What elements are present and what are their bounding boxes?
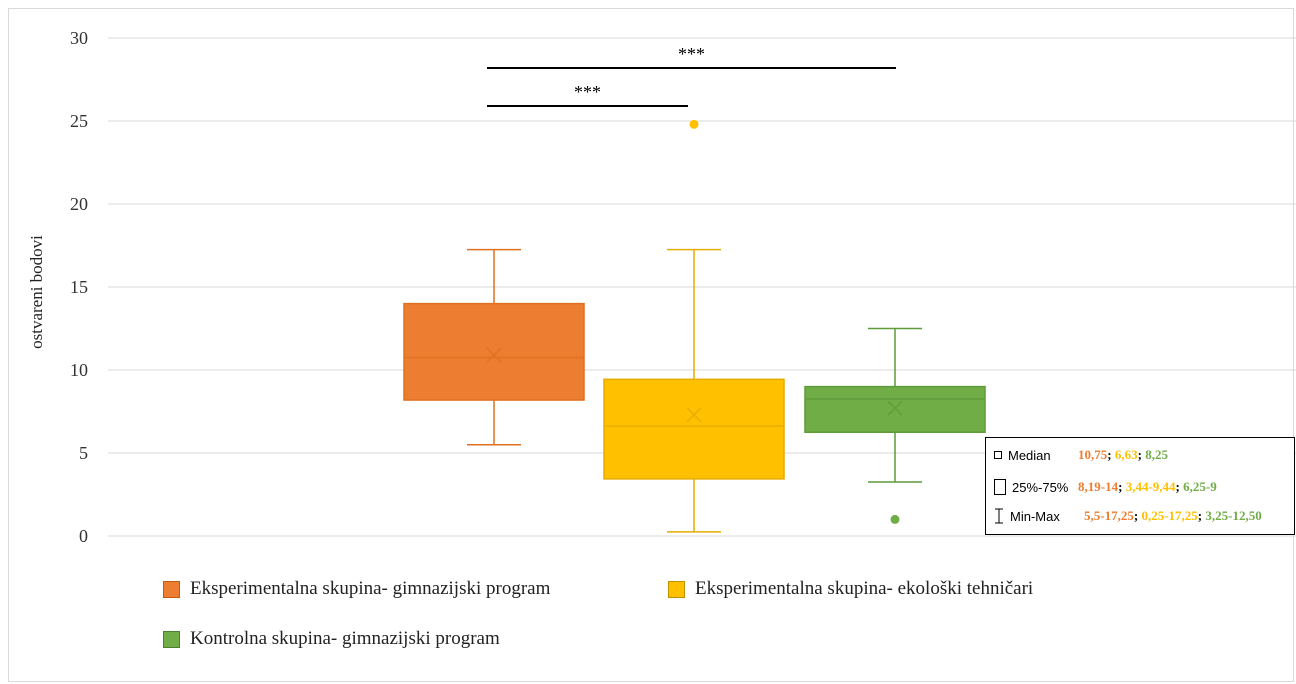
stats-iqr-series-2: 3,44-9,44	[1125, 479, 1176, 494]
stats-row-median: Median 10,75; 6,63; 8,25	[994, 443, 1168, 467]
significance-label-1: ***	[574, 82, 601, 102]
box-series-1	[403, 248, 585, 446]
summary-stats-box: Median 10,75; 6,63; 8,25 25%-75% 8,19-14…	[985, 437, 1295, 535]
stats-median-series-2: 6,63	[1114, 447, 1138, 462]
y-tick-5: 5	[79, 443, 88, 463]
outlier-point-2-1	[689, 119, 699, 129]
stats-median-series-1: 10,75	[1078, 447, 1108, 462]
box-series-2	[603, 119, 785, 533]
stats-label-iqr: 25%-75%	[1012, 479, 1069, 495]
median-square-icon	[994, 451, 1002, 459]
box-iqr-2	[603, 378, 785, 480]
stats-minmax-series-2: 0,25-17,25	[1141, 508, 1198, 523]
box-range-icon	[994, 479, 1006, 495]
legend-label-series-3: Kontrolna skupina- gimnazijski program	[190, 628, 500, 649]
chart-frame	[8, 8, 1294, 682]
box-iqr-1	[403, 302, 585, 401]
y-tick-15: 15	[70, 277, 88, 297]
stats-values-minmax: 5,5-17,25; 0,25-17,25; 3,25-12,50	[1084, 508, 1262, 523]
stats-minmax-series-3: 3,25-12,50	[1205, 508, 1262, 523]
mean-marker-3	[887, 400, 903, 416]
stats-values-iqr: 8,19-14; 3,44-9,44; 6,25-9	[1078, 479, 1217, 494]
legend-item-series-2: Eksperimentalna skupina- ekološki tehnič…	[668, 578, 1033, 600]
box-iqr-3	[804, 385, 986, 434]
legend-item-series-3: Kontrolna skupina- gimnazijski program	[163, 628, 500, 650]
y-tick-20: 20	[70, 194, 88, 214]
stats-row-minmax: Min-Max 5,5-17,25; 0,25-17,25; 3,25-12,5…	[994, 504, 1262, 528]
y-tick-0: 0	[79, 526, 88, 546]
legend-swatch-orange	[163, 580, 180, 598]
y-tick-labels: 0 5 10 15 20 25 30	[70, 28, 88, 546]
stats-label-median: Median	[1008, 447, 1051, 463]
y-axis-label: ostvareni bodovi	[27, 235, 46, 349]
stats-minmax-series-1: 5,5-17,25	[1084, 508, 1134, 523]
stats-median-series-3: 8,25	[1145, 447, 1168, 462]
mean-marker-2	[686, 407, 702, 423]
whisker-range-icon	[995, 508, 1003, 524]
mean-marker-1	[486, 347, 502, 363]
legend-label-series-1: Eksperimentalna skupina- gimnazijski pro…	[190, 578, 551, 599]
significance-label-2: ***	[678, 44, 705, 64]
stats-label-minmax: Min-Max	[1010, 508, 1060, 524]
stats-iqr-series-3: 6,25-9	[1183, 479, 1217, 494]
legend-item-series-1: Eksperimentalna skupina- gimnazijski pro…	[163, 578, 550, 600]
legend-label-series-2: Eksperimentalna skupina- ekološki tehnič…	[695, 578, 1034, 599]
significance-brackets: *** ***	[487, 44, 896, 107]
stats-values-median: 10,75; 6,63; 8,25	[1078, 447, 1168, 462]
outlier-point-3-1	[890, 514, 900, 524]
stats-row-iqr: 25%-75% 8,19-14; 3,44-9,44; 6,25-9	[994, 475, 1217, 499]
y-tick-25: 25	[70, 111, 88, 131]
y-tick-10: 10	[70, 360, 88, 380]
box-series	[403, 119, 986, 533]
stats-iqr-series-1: 8,19-14	[1078, 479, 1119, 494]
legend-swatch-yellow	[668, 580, 685, 598]
y-tick-30: 30	[70, 28, 88, 48]
legend-swatch-green	[163, 630, 180, 648]
box-series-3	[804, 327, 986, 524]
